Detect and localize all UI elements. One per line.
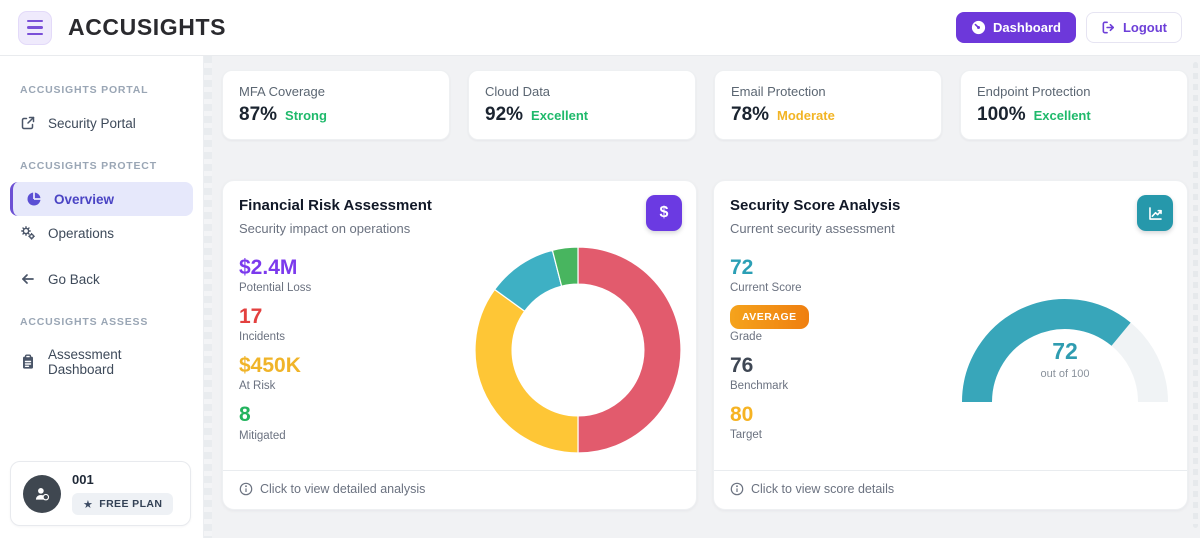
sidebar-scrollbar[interactable] bbox=[204, 56, 212, 538]
star-icon: ★ bbox=[83, 498, 94, 511]
stats-row: MFA Coverage 87% Strong Cloud Data 92% E… bbox=[222, 70, 1188, 140]
kpi-value: $2.4M bbox=[239, 256, 298, 279]
kpi-label: At Risk bbox=[239, 380, 276, 393]
info-icon bbox=[239, 482, 253, 496]
score-gauge-chart[interactable]: 72 out of 100 bbox=[949, 286, 1181, 418]
trend-chart-icon-button[interactable] bbox=[1137, 195, 1173, 231]
arrow-left-icon bbox=[22, 274, 34, 284]
score-card-footer[interactable]: Click to view score details bbox=[714, 470, 1187, 509]
gauge-value: 72 bbox=[1052, 338, 1078, 364]
kpi-label: Mitigated bbox=[239, 429, 286, 442]
stat-status: Strong bbox=[285, 108, 327, 123]
clipboard-icon bbox=[23, 354, 33, 369]
stat-card-cloud-data[interactable]: Cloud Data 92% Excellent bbox=[468, 70, 696, 140]
financial-kpis: $2.4M Potential Loss 17 Incidents $450K … bbox=[239, 256, 389, 442]
stat-card-email-protection[interactable]: Email Protection 78% Moderate bbox=[714, 70, 942, 140]
gauge-sublabel: out of 100 bbox=[1040, 368, 1090, 380]
stat-label: Email Protection bbox=[731, 84, 826, 99]
sidebar-item-label: Go Back bbox=[48, 271, 100, 287]
kpi-label: Grade bbox=[730, 331, 762, 344]
footer-label: Click to view score details bbox=[751, 482, 895, 496]
avatar bbox=[23, 474, 61, 513]
stat-status: Moderate bbox=[777, 108, 835, 123]
info-icon bbox=[730, 482, 744, 496]
sidebar-item-assessment-dashboard[interactable]: Assessment Dashboard bbox=[0, 338, 203, 386]
stat-value: 78% bbox=[731, 104, 770, 125]
kpi-value: 8 bbox=[239, 403, 251, 427]
kpi-label: Benchmark bbox=[730, 380, 789, 393]
stat-status: Excellent bbox=[1033, 108, 1091, 123]
sidebar-item-overview[interactable]: Overview bbox=[10, 182, 193, 216]
pie-chart-icon bbox=[27, 192, 41, 206]
stat-value: 87% bbox=[239, 104, 278, 125]
card-title: Security Score Analysis bbox=[730, 197, 901, 214]
card-subtitle: Current security assessment bbox=[730, 221, 895, 236]
user-card[interactable]: 001 ★ FREE PLAN bbox=[10, 461, 191, 526]
kpi-value: 80 bbox=[730, 403, 754, 427]
kpi-value: 76 bbox=[730, 354, 754, 378]
logout-icon bbox=[1102, 21, 1114, 34]
risk-donut-chart[interactable] bbox=[473, 245, 683, 455]
logout-button[interactable]: Logout bbox=[1085, 12, 1182, 43]
sidebar-item-go-back[interactable]: Go Back bbox=[0, 262, 203, 296]
sidebar-item-label: Assessment Dashboard bbox=[48, 347, 122, 377]
user-icon bbox=[35, 487, 50, 500]
sidebar: ACCUSIGHTS PORTAL Security Portal ACCUSI… bbox=[0, 56, 204, 538]
sidebar-item-operations[interactable]: Operations bbox=[0, 216, 203, 250]
gears-icon bbox=[21, 226, 35, 240]
trend-chart-icon bbox=[1148, 206, 1162, 220]
app-logo: ACCUSIGHTS bbox=[68, 14, 227, 40]
kpi-value: 72 bbox=[730, 256, 754, 279]
stat-label: MFA Coverage bbox=[239, 84, 325, 99]
dashboard-button-label: Dashboard bbox=[993, 20, 1061, 35]
plan-label: FREE PLAN bbox=[99, 498, 163, 510]
kpi-value: $450K bbox=[239, 354, 301, 378]
sidebar-section-protect: ACCUSIGHTS PROTECT bbox=[20, 160, 157, 172]
stat-card-endpoint-protection[interactable]: Endpoint Protection 100% Excellent bbox=[960, 70, 1188, 140]
kpi-label: Current Score bbox=[730, 282, 802, 295]
stat-value: 92% bbox=[485, 104, 524, 125]
stat-status: Excellent bbox=[531, 108, 589, 123]
card-subtitle: Security impact on operations bbox=[239, 221, 411, 236]
main-content: MFA Coverage 87% Strong Cloud Data 92% E… bbox=[212, 56, 1200, 538]
footer-label: Click to view detailed analysis bbox=[260, 482, 426, 496]
kpi-label: Potential Loss bbox=[239, 282, 312, 295]
grade-badge: AVERAGE bbox=[730, 305, 809, 330]
stat-label: Cloud Data bbox=[485, 84, 551, 99]
security-score-card: Security Score Analysis Current security… bbox=[713, 180, 1188, 510]
kpi-label: Incidents bbox=[239, 331, 286, 344]
gauge-icon bbox=[971, 20, 986, 35]
main-scrollbar[interactable] bbox=[1193, 62, 1198, 528]
dollar-icon: $ bbox=[659, 204, 669, 221]
score-kpis: 72 Current Score AVERAGE Grade 76 Benchm… bbox=[730, 256, 880, 441]
sidebar-section-assess: ACCUSIGHTS ASSESS bbox=[20, 316, 149, 328]
dollar-icon-button[interactable]: $ bbox=[646, 195, 682, 231]
kpi-value: 17 bbox=[239, 305, 263, 329]
sidebar-item-label: Security Portal bbox=[48, 115, 136, 131]
logout-button-label: Logout bbox=[1122, 20, 1167, 35]
sidebar-item-label: Operations bbox=[48, 225, 115, 241]
dashboard-button[interactable]: Dashboard bbox=[956, 12, 1076, 43]
user-name: 001 bbox=[72, 472, 94, 487]
app-header: ACCUSIGHTS Dashboard Logout bbox=[0, 0, 1200, 56]
plan-badge: ★ FREE PLAN bbox=[72, 493, 174, 515]
sidebar-item-label: Overview bbox=[54, 191, 115, 207]
card-title: Financial Risk Assessment bbox=[239, 197, 432, 214]
kpi-label: Target bbox=[730, 429, 762, 442]
sidebar-section-portal: ACCUSIGHTS PORTAL bbox=[20, 84, 149, 96]
gauge-center-text: 72 out of 100 bbox=[949, 338, 1181, 380]
stat-label: Endpoint Protection bbox=[977, 84, 1091, 99]
external-link-icon bbox=[21, 116, 35, 130]
financial-risk-card: Financial Risk Assessment Security impac… bbox=[222, 180, 697, 510]
sidebar-item-security-portal[interactable]: Security Portal bbox=[0, 106, 203, 140]
menu-toggle-button[interactable] bbox=[18, 10, 52, 45]
stat-value: 100% bbox=[977, 104, 1026, 125]
financial-card-footer[interactable]: Click to view detailed analysis bbox=[223, 470, 696, 509]
stat-card-mfa-coverage[interactable]: MFA Coverage 87% Strong bbox=[222, 70, 450, 140]
